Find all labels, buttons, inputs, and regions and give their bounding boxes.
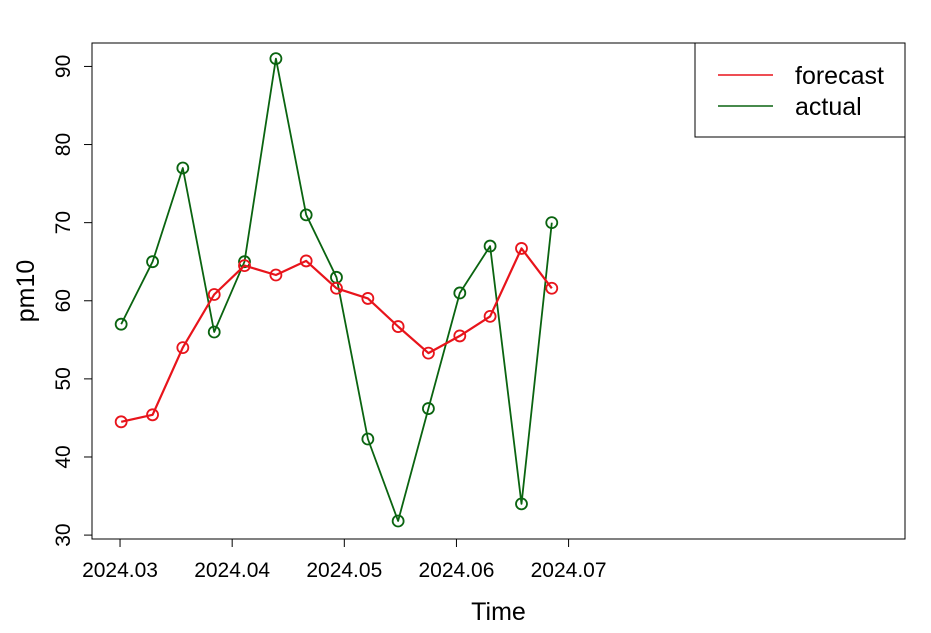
data-point-actual bbox=[269, 52, 283, 66]
data-point-actual bbox=[176, 161, 190, 175]
x-tick-label: 2024.06 bbox=[418, 559, 494, 582]
data-point-actual bbox=[146, 255, 159, 269]
legend-label-forecast: forecast bbox=[795, 62, 884, 90]
y-tick-label: 30 bbox=[52, 523, 75, 546]
y-axis: 30 40 50 60 70 80 90 bbox=[52, 55, 92, 547]
y-tick-label: 50 bbox=[52, 367, 75, 390]
y-tick-label: 70 bbox=[52, 211, 75, 234]
y-tick-label: 80 bbox=[52, 133, 75, 156]
data-point-actual bbox=[391, 514, 405, 528]
series-line-actual bbox=[120, 57, 553, 522]
data-point-forecast bbox=[483, 309, 497, 323]
data-point-forecast bbox=[238, 259, 251, 273]
y-tick-label: 40 bbox=[52, 445, 75, 468]
legend: forecast actual bbox=[694, 42, 906, 138]
x-axis: 2024.03 2024.04 2024.05 2024.06 2024.07 bbox=[82, 539, 607, 582]
y-axis-title: pm10 bbox=[12, 260, 40, 323]
series-layer bbox=[114, 52, 559, 528]
data-point-forecast bbox=[176, 341, 190, 355]
data-point-forecast bbox=[207, 288, 221, 301]
data-point-forecast bbox=[545, 281, 559, 295]
x-tick-label: 2024.03 bbox=[82, 559, 158, 582]
data-point-actual bbox=[545, 216, 559, 230]
data-point-forecast bbox=[453, 329, 467, 343]
data-point-actual bbox=[483, 239, 497, 253]
y-tick-label: 60 bbox=[52, 289, 75, 312]
x-tick-label: 2024.04 bbox=[194, 559, 270, 582]
data-point-forecast bbox=[146, 408, 159, 422]
x-tick-label: 2024.07 bbox=[531, 559, 607, 582]
data-point-forecast bbox=[114, 415, 128, 429]
x-axis-title: Time bbox=[471, 598, 526, 626]
data-point-forecast bbox=[391, 320, 405, 333]
data-point-forecast bbox=[422, 346, 435, 360]
data-point-actual bbox=[207, 325, 221, 339]
data-point-actual bbox=[299, 208, 313, 222]
y-tick-label: 90 bbox=[52, 55, 75, 78]
data-point-actual bbox=[515, 497, 528, 511]
data-point-actual bbox=[422, 402, 435, 415]
data-point-forecast bbox=[361, 292, 375, 305]
series-line-forecast bbox=[120, 247, 553, 423]
x-tick-label: 2024.05 bbox=[306, 559, 382, 582]
data-point-actual bbox=[453, 286, 467, 300]
data-point-forecast bbox=[515, 242, 528, 255]
data-point-forecast bbox=[269, 268, 283, 282]
data-point-forecast bbox=[330, 281, 343, 295]
data-point-forecast bbox=[299, 254, 313, 268]
legend-label-actual: actual bbox=[795, 93, 862, 121]
data-point-actual bbox=[238, 255, 251, 269]
plot-frame bbox=[91, 42, 906, 540]
data-point-actual bbox=[361, 432, 375, 446]
data-point-actual bbox=[114, 317, 128, 331]
legend-box bbox=[694, 42, 906, 138]
